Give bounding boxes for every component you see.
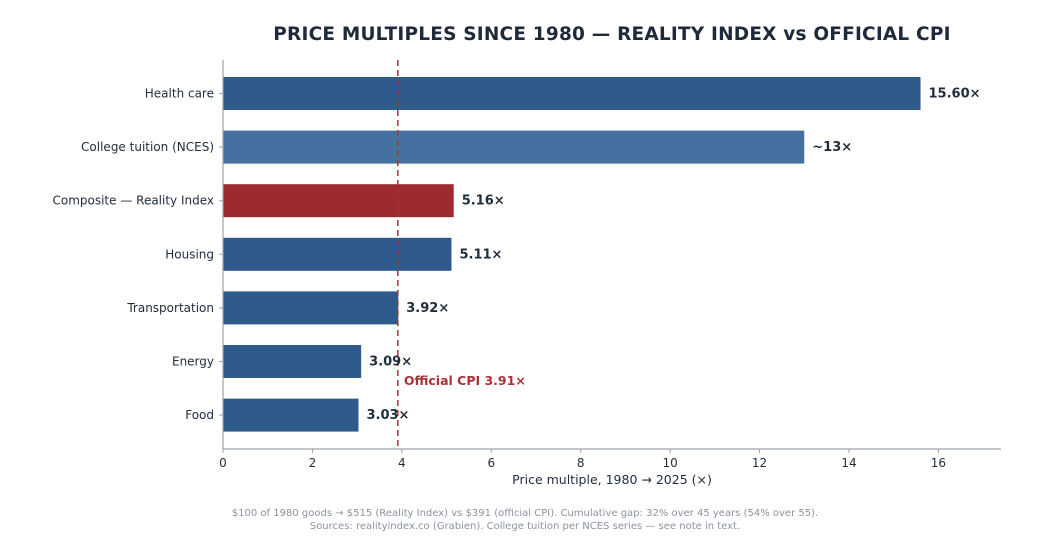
data-label-6: 3.03×: [366, 408, 409, 423]
data-label-0: 15.60×: [929, 87, 981, 102]
footnote-sources: Sources: realityindex.co (Grabien). Coll…: [309, 521, 741, 532]
category-label-5: Energy: [172, 355, 214, 369]
cpi-reference-label: Official CPI 3.91×: [404, 373, 526, 388]
bar-6: [223, 398, 359, 432]
x-tick-label-6: 12: [752, 456, 767, 470]
bar-1: [223, 130, 805, 164]
x-tick-label-0: 0: [219, 456, 227, 470]
footnote-summary: $100 of 1980 goods → $515 (Reality Index…: [231, 508, 819, 519]
data-label-5: 3.09×: [369, 355, 412, 370]
data-label-4: 3.92×: [406, 301, 449, 316]
category-label-0: Health care: [145, 87, 214, 101]
category-label-2: Composite — Reality Index: [52, 194, 214, 208]
bar-5: [223, 345, 362, 378]
x-tick-label-8: 16: [931, 456, 946, 470]
data-label-1: ~13×: [812, 140, 852, 155]
x-tick-label-7: 14: [841, 456, 856, 470]
bar-4: [223, 291, 399, 325]
x-tick-label-5: 10: [662, 456, 677, 470]
category-label-3: Housing: [165, 247, 214, 261]
x-tick-label-3: 6: [487, 456, 495, 470]
axis-layer: 0 2 4 6 8 10 12 14 16 Price multiple, 1980 → 2025…: [219, 60, 1001, 487]
x-tick-label-4: 8: [577, 456, 585, 470]
data-label-2: 5.16×: [462, 194, 505, 209]
bar-2: [223, 184, 454, 218]
category-label-1: College tuition (NCES): [81, 140, 214, 154]
data-label-3: 5.11×: [459, 247, 502, 262]
bar-0: [223, 77, 921, 110]
labels-layer: Health care 15.60× College tuition (NCES) ~…: [52, 87, 980, 424]
cpi-reference-layer: Official CPI 3.91×: [397, 60, 526, 449]
chart-title: PRICE MULTIPLES SINCE 1980 — REALITY IND…: [273, 24, 951, 45]
bar-3: [223, 237, 452, 271]
category-label-6: Food: [185, 408, 214, 422]
x-tick-label-1: 2: [309, 456, 317, 470]
bars-layer: [223, 77, 921, 432]
category-label-4: Transportation: [126, 301, 214, 315]
x-tick-label-2: 4: [398, 456, 406, 470]
x-axis-title: Price multiple, 1980 → 2025 (×): [512, 472, 712, 487]
